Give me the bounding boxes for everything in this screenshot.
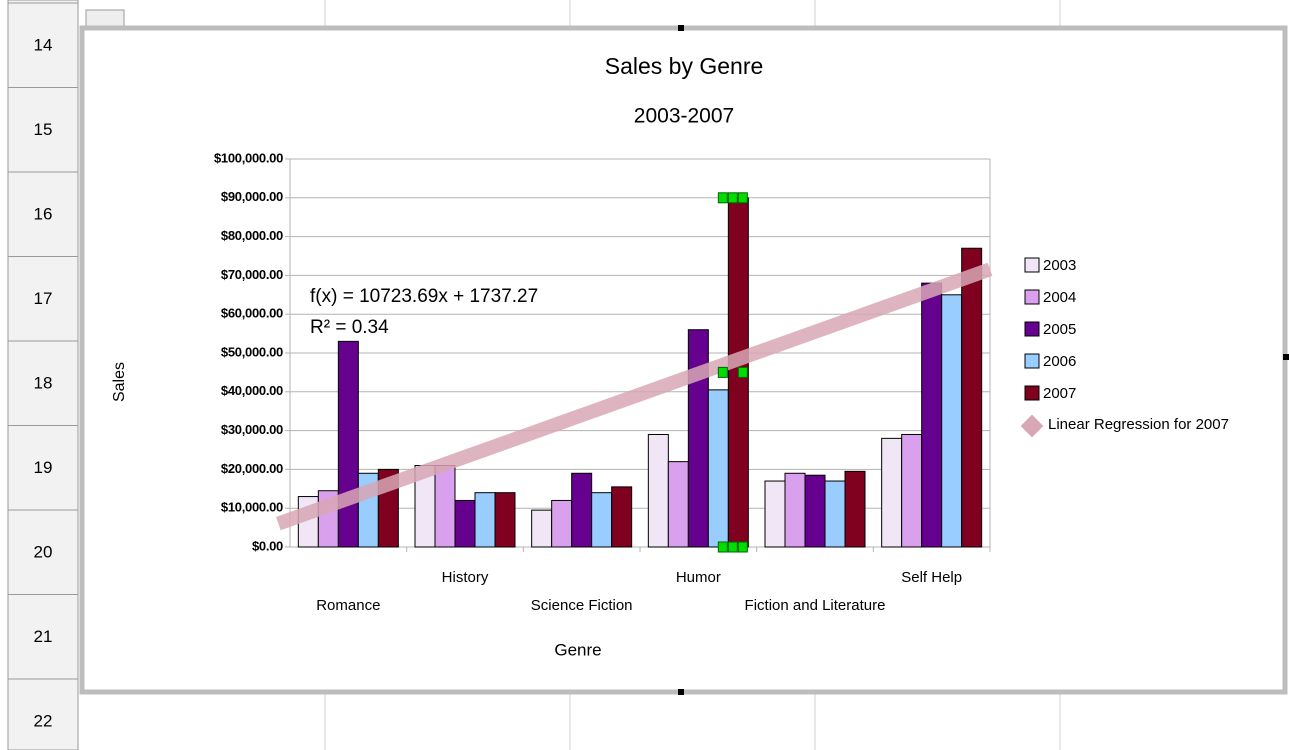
x-tick-label: Humor — [676, 569, 721, 586]
row-number: 20 — [34, 542, 53, 561]
bar — [921, 282, 943, 548]
bar — [881, 437, 903, 548]
y-axis-title: Sales — [111, 362, 128, 402]
legend-label: 2007 — [1043, 385, 1076, 402]
selection-handle — [717, 541, 728, 553]
chart-subtitle: 2003-2007 — [634, 105, 734, 128]
bar — [901, 433, 923, 548]
bar — [474, 492, 496, 548]
y-tick-label: $70,000.00 — [221, 267, 283, 282]
selection-handle — [727, 192, 738, 204]
legend-label: 2003 — [1043, 257, 1076, 274]
selection-handle — [727, 541, 738, 553]
y-tick-label: $20,000.00 — [221, 461, 283, 476]
bar — [707, 389, 729, 548]
resize-handle[interactable] — [678, 689, 684, 695]
row-number: 22 — [34, 711, 53, 730]
y-tick-label: $50,000.00 — [221, 344, 283, 359]
y-tick-label: $0.00 — [252, 538, 283, 553]
selection-handle — [717, 192, 728, 204]
row-number: 17 — [34, 289, 53, 308]
x-tick-label: Self Help — [901, 569, 962, 586]
bar — [764, 480, 786, 548]
bar — [941, 294, 963, 548]
bar — [337, 340, 359, 548]
resize-handle[interactable] — [1283, 354, 1289, 360]
x-tick-label: History — [442, 569, 489, 586]
bar — [434, 465, 456, 548]
bar — [784, 472, 806, 548]
bar — [961, 247, 983, 548]
y-tick-label: $80,000.00 — [221, 228, 283, 243]
bar — [494, 492, 516, 548]
selection-handle — [717, 366, 728, 378]
trend-equation: f(x) = 10723.69x + 1737.27 — [310, 286, 538, 307]
selection-handle — [737, 192, 748, 204]
legend-swatch — [1024, 257, 1040, 273]
bar — [687, 329, 709, 548]
bar — [531, 509, 553, 548]
row-number: 16 — [34, 204, 53, 223]
legend-swatch — [1024, 289, 1040, 305]
legend-swatch — [1024, 321, 1040, 337]
legend-swatch — [1024, 353, 1040, 369]
row-number: 19 — [34, 458, 53, 477]
corner-button[interactable] — [85, 9, 125, 27]
legend-label: 2005 — [1043, 321, 1076, 338]
row-number: 15 — [34, 120, 53, 139]
bar — [647, 433, 669, 548]
x-tick-label: Science Fiction — [531, 597, 633, 614]
legend-label: Linear Regression for 2007 — [1048, 416, 1229, 433]
row-number: 21 — [34, 627, 53, 646]
trend-line — [275, 262, 993, 531]
chart-frame[interactable] — [79, 25, 1288, 695]
row-number: 18 — [34, 373, 53, 392]
legend-swatch — [1024, 385, 1040, 401]
y-tick-label: $10,000.00 — [221, 500, 283, 515]
x-tick-label: Romance — [316, 597, 380, 614]
x-tick-label: Fiction and Literature — [745, 597, 886, 614]
y-tick-label: $100,000.00 — [214, 150, 283, 165]
bar — [591, 492, 613, 548]
resize-handle[interactable] — [678, 25, 684, 31]
bar — [844, 470, 866, 548]
row-header — [7, 0, 79, 750]
y-tick-label: $40,000.00 — [221, 383, 283, 398]
selection-handle — [737, 541, 748, 553]
bar — [454, 499, 476, 548]
bar — [667, 461, 689, 548]
selection-handle — [737, 366, 748, 378]
y-tick-label: $90,000.00 — [221, 189, 283, 204]
x-axis-title: Genre — [554, 640, 601, 659]
row-number: 14 — [34, 35, 53, 54]
bar — [824, 480, 846, 548]
legend-label: 2004 — [1043, 289, 1076, 306]
y-tick-label: $60,000.00 — [221, 306, 283, 321]
bar — [571, 472, 593, 548]
trend-r-squared: R² = 0.34 — [310, 317, 389, 338]
chart-title: Sales by Genre — [605, 53, 764, 79]
bar — [804, 474, 826, 548]
y-tick-label: $30,000.00 — [221, 422, 283, 437]
legend-label: 2006 — [1043, 353, 1076, 370]
bar — [551, 499, 573, 548]
bar — [611, 486, 633, 548]
legend-trend-swatch — [1020, 414, 1044, 438]
